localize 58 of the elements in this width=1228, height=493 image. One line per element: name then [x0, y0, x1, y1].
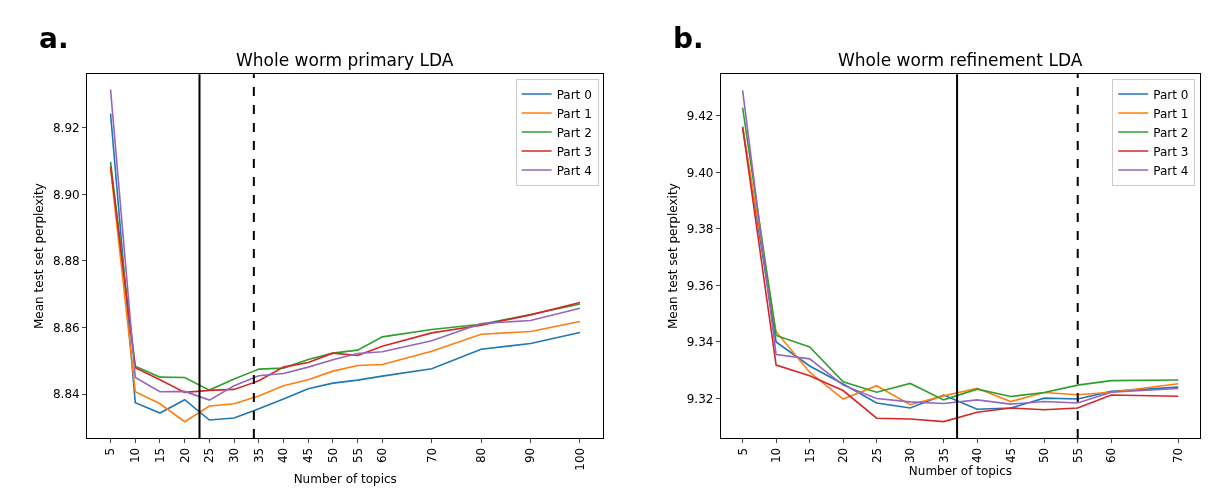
x-tick-label: 100 [572, 447, 587, 471]
chart-title: Whole worm primary LDA [236, 50, 454, 70]
chart-title: Whole worm refinement LDA [838, 50, 1083, 70]
legend-label: Part 1 [1153, 106, 1189, 121]
text: b. [673, 22, 704, 55]
x-tick-label: 70 [424, 447, 439, 464]
x-tick-label: 10 [128, 447, 143, 464]
x-tick-label: 30 [903, 447, 918, 464]
y-tick-label: 8.90 [52, 187, 80, 202]
legend-label: Part 0 [556, 87, 592, 102]
y-axis-title: Mean test set perplexity [666, 183, 681, 330]
y-tick-label: 9.34 [686, 335, 714, 350]
y-tick-label: 8.88 [52, 254, 80, 269]
x-tick-label: 60 [375, 447, 390, 464]
legend-label: Part 1 [556, 106, 592, 121]
legend-label: Part 4 [556, 163, 592, 178]
x-tick-label: 40 [970, 447, 985, 464]
y-tick-label: 9.36 [686, 278, 714, 293]
legend-label: Part 3 [556, 144, 592, 159]
y-tick-label: 9.40 [686, 165, 714, 180]
x-tick-label: 50 [1037, 447, 1052, 464]
x-tick-label: 5 [103, 447, 118, 456]
y-axis-title: Mean test set perplexity [32, 183, 47, 330]
y-tick-label: 9.32 [686, 391, 714, 406]
x-tick-label: 60 [1104, 447, 1119, 464]
x-tick-label: 20 [177, 447, 192, 464]
x-tick-label: 30 [226, 447, 241, 464]
y-tick-label: 9.38 [686, 222, 714, 237]
legend-label: Part 0 [1153, 87, 1189, 102]
y-tick-label: 9.42 [686, 109, 714, 124]
x-tick-label: 80 [474, 447, 489, 464]
x-tick-label: 55 [1070, 447, 1085, 464]
x-tick-label: 90 [523, 447, 538, 464]
x-tick-label: 45 [1003, 447, 1018, 464]
x-axis-title: Number of topics [293, 471, 397, 486]
x-tick-label: 15 [152, 447, 167, 464]
x-tick-label: 55 [350, 447, 365, 464]
x-tick-label: 50 [325, 447, 340, 464]
x-tick-label: 25 [202, 447, 217, 464]
x-tick-label: 20 [836, 447, 851, 464]
x-tick-label: 5 [735, 447, 750, 456]
text: a. [39, 22, 69, 55]
y-tick-label: 8.86 [52, 320, 80, 335]
y-tick-label: 8.84 [52, 387, 80, 402]
y-tick-label: 8.92 [52, 121, 80, 136]
legend-label: Part 4 [1153, 163, 1189, 178]
x-tick-label: 40 [276, 447, 291, 464]
legend-label: Part 3 [1153, 144, 1189, 159]
x-tick-label: 70 [1171, 447, 1186, 464]
x-axis-title: Number of topics [908, 463, 1013, 478]
legend-label: Part 2 [556, 125, 592, 140]
x-tick-label: 35 [251, 447, 266, 464]
x-tick-label: 10 [769, 447, 784, 464]
x-tick-label: 35 [936, 447, 951, 464]
x-tick-label: 45 [301, 447, 316, 464]
x-tick-label: 25 [869, 447, 884, 464]
x-tick-label: 15 [802, 447, 817, 464]
legend-label: Part 2 [1153, 125, 1189, 140]
